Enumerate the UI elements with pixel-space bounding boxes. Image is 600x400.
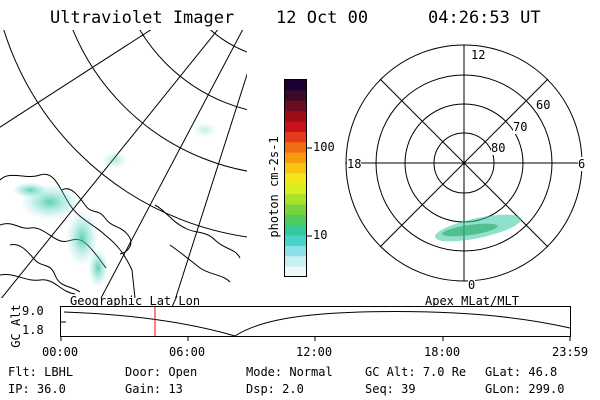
aurora-emission bbox=[88, 248, 108, 288]
altitude-timeline bbox=[60, 306, 571, 341]
info-door: Door: Open bbox=[125, 365, 198, 379]
coastline bbox=[9, 243, 81, 293]
aurora-emission bbox=[12, 182, 48, 198]
instrument-title: Ultraviolet Imager bbox=[50, 8, 235, 28]
mlat-label-60: 60 bbox=[536, 98, 551, 112]
info-gc-alt: GC Alt: 7.0 Re bbox=[365, 365, 467, 379]
info-filter: Flt: LBHL bbox=[8, 365, 74, 379]
colorbar-stripe bbox=[285, 121, 306, 133]
xtick-1800: 18:00 bbox=[424, 345, 461, 359]
info-glon: GLon: 299.0 bbox=[485, 382, 565, 396]
colorbar-stripe bbox=[285, 183, 306, 195]
lat-arc bbox=[72, 30, 247, 172]
left-panel-label: Geographic Lat/Lon bbox=[70, 294, 201, 308]
colorbar-stripe bbox=[285, 266, 306, 278]
xtick-0600: 06:00 bbox=[169, 345, 206, 359]
colorbar-stripe bbox=[285, 162, 306, 174]
meridian-line bbox=[0, 30, 152, 128]
date-label: 12 Oct 00 bbox=[276, 8, 369, 28]
info-dsp: Dsp: 2.0 bbox=[246, 382, 304, 396]
colorbar-stripe bbox=[285, 90, 306, 102]
altitude-ylabel: GC Alt bbox=[9, 304, 23, 348]
xtick-2359: 23:59 bbox=[552, 345, 589, 359]
colorbar-stripe bbox=[285, 142, 306, 154]
aurora-emission bbox=[101, 151, 129, 169]
aurora-emission bbox=[66, 210, 98, 266]
mlat-label-80: 80 bbox=[491, 141, 506, 155]
meridian-line bbox=[100, 30, 244, 298]
mlt-label-6: 6 bbox=[578, 157, 586, 171]
colorbar-stripe bbox=[285, 204, 306, 216]
info-ip: IP: 36.0 bbox=[8, 382, 66, 396]
coastline bbox=[154, 204, 241, 259]
polar-plot bbox=[345, 44, 583, 282]
colorbar-stripe bbox=[285, 173, 306, 185]
colorbar-stripe bbox=[285, 100, 306, 112]
colorbar-unit-label: photon cm-2s-1 bbox=[267, 136, 281, 238]
mlat-label-70: 70 bbox=[513, 120, 528, 134]
colorbar-stripe bbox=[285, 80, 306, 91]
info-mode: Mode: Normal bbox=[246, 365, 333, 379]
colorbar-stripe bbox=[285, 131, 306, 143]
lat-arc bbox=[209, 30, 247, 53]
altitude-ytick-min: 1.8 bbox=[22, 323, 44, 337]
coastline bbox=[169, 244, 231, 283]
colorbar-stripe bbox=[285, 152, 306, 164]
mlt-label-0: 0 bbox=[468, 278, 476, 292]
colorbar-tick-10: 10 bbox=[313, 228, 328, 242]
colorbar bbox=[284, 79, 312, 278]
auroral-oval bbox=[442, 223, 498, 237]
aurora-emission bbox=[193, 122, 217, 138]
info-seq: Seq: 39 bbox=[365, 382, 416, 396]
lat-arc bbox=[139, 30, 247, 111]
colorbar-stripe bbox=[285, 256, 306, 268]
coastline bbox=[0, 273, 76, 295]
mlt-label-18: 18 bbox=[347, 157, 362, 171]
colorbar-tick-100: 100 bbox=[313, 140, 335, 154]
geographic-map bbox=[0, 30, 247, 298]
meridian-line bbox=[175, 72, 247, 298]
xtick-1200: 12:00 bbox=[296, 345, 333, 359]
colorbar-stripe bbox=[285, 225, 306, 237]
info-gain: Gain: 13 bbox=[125, 382, 183, 396]
time-label: 04:26:53 UT bbox=[428, 8, 541, 28]
colorbar-stripe bbox=[285, 111, 306, 122]
altitude-ytick-max: 9.0 bbox=[22, 304, 44, 318]
right-panel-label: Apex MLat/MLT bbox=[425, 294, 519, 308]
mlt-label-12: 12 bbox=[471, 48, 486, 62]
meridian-line bbox=[0, 30, 219, 298]
colorbar-stripe bbox=[285, 194, 306, 205]
colorbar-stripe bbox=[285, 214, 306, 226]
colorbar-stripe bbox=[285, 245, 306, 257]
altitude-curve bbox=[63, 311, 571, 337]
info-glat: GLat: 46.8 bbox=[485, 365, 558, 379]
xtick-0000: 00:00 bbox=[42, 345, 79, 359]
colorbar-stripe bbox=[285, 235, 306, 247]
